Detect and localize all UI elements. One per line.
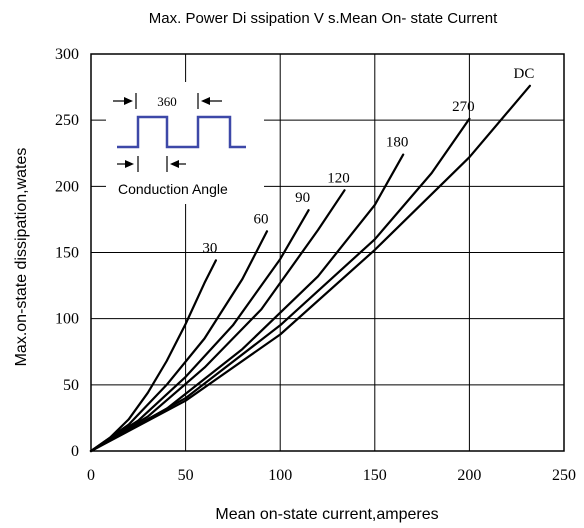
x-tick-label-250: 250 [552,467,576,484]
series-label-180: 180 [386,135,409,151]
conduction-angle-inset: 360 Conduction Angle [106,82,264,204]
x-axis-label: Mean on-state current,amperes [215,506,438,523]
series-label-DC: DC [514,66,535,82]
y-tick-label-150: 150 [55,245,79,262]
period-label: 360 [157,94,177,109]
series-line-270 [89,117,471,453]
x-tick-label-50: 50 [178,467,194,484]
y-tick-label-50: 50 [63,377,79,394]
waveform-trace [117,115,246,149]
series-label-270: 270 [452,99,475,115]
series-line-90 [89,209,310,453]
series-label-60: 60 [253,211,268,227]
x-tick-label-0: 0 [87,467,95,484]
y-tick-label-250: 250 [55,112,79,129]
series-label-120: 120 [327,170,350,186]
angle-arrow-left-head [125,160,134,168]
y-tick-labels: 0 50 100 150 200 250 300 [55,46,79,460]
conduction-angle-label: Conduction Angle [118,181,228,197]
series-labels: 30 60 90 120 180 270 DC [202,66,534,257]
x-tick-label-100: 100 [268,467,292,484]
inset-background [106,82,264,204]
series-curves [89,84,532,453]
y-tick-label-200: 200 [55,178,79,195]
x-tick-label-200: 200 [457,467,481,484]
series-line-60 [89,230,269,453]
series-line-120 [89,189,346,453]
y-tick-label-0: 0 [71,443,79,460]
x-tick-label-150: 150 [363,467,387,484]
plot-frame [90,53,565,452]
x-tick-labels: 0 50 100 150 200 250 [87,467,576,484]
chart-title: Max. Power Di ssipation V s.Mean On- sta… [149,10,498,27]
series-label-30: 30 [202,240,217,256]
series-label-90: 90 [295,190,310,206]
y-tick-label-100: 100 [55,311,79,328]
y-tick-label-300: 300 [55,46,79,63]
y-axis-label: Max.on-state dissipation,wates [13,148,30,367]
series-line-DC [89,84,532,453]
period-arrow-left-head [124,97,133,105]
